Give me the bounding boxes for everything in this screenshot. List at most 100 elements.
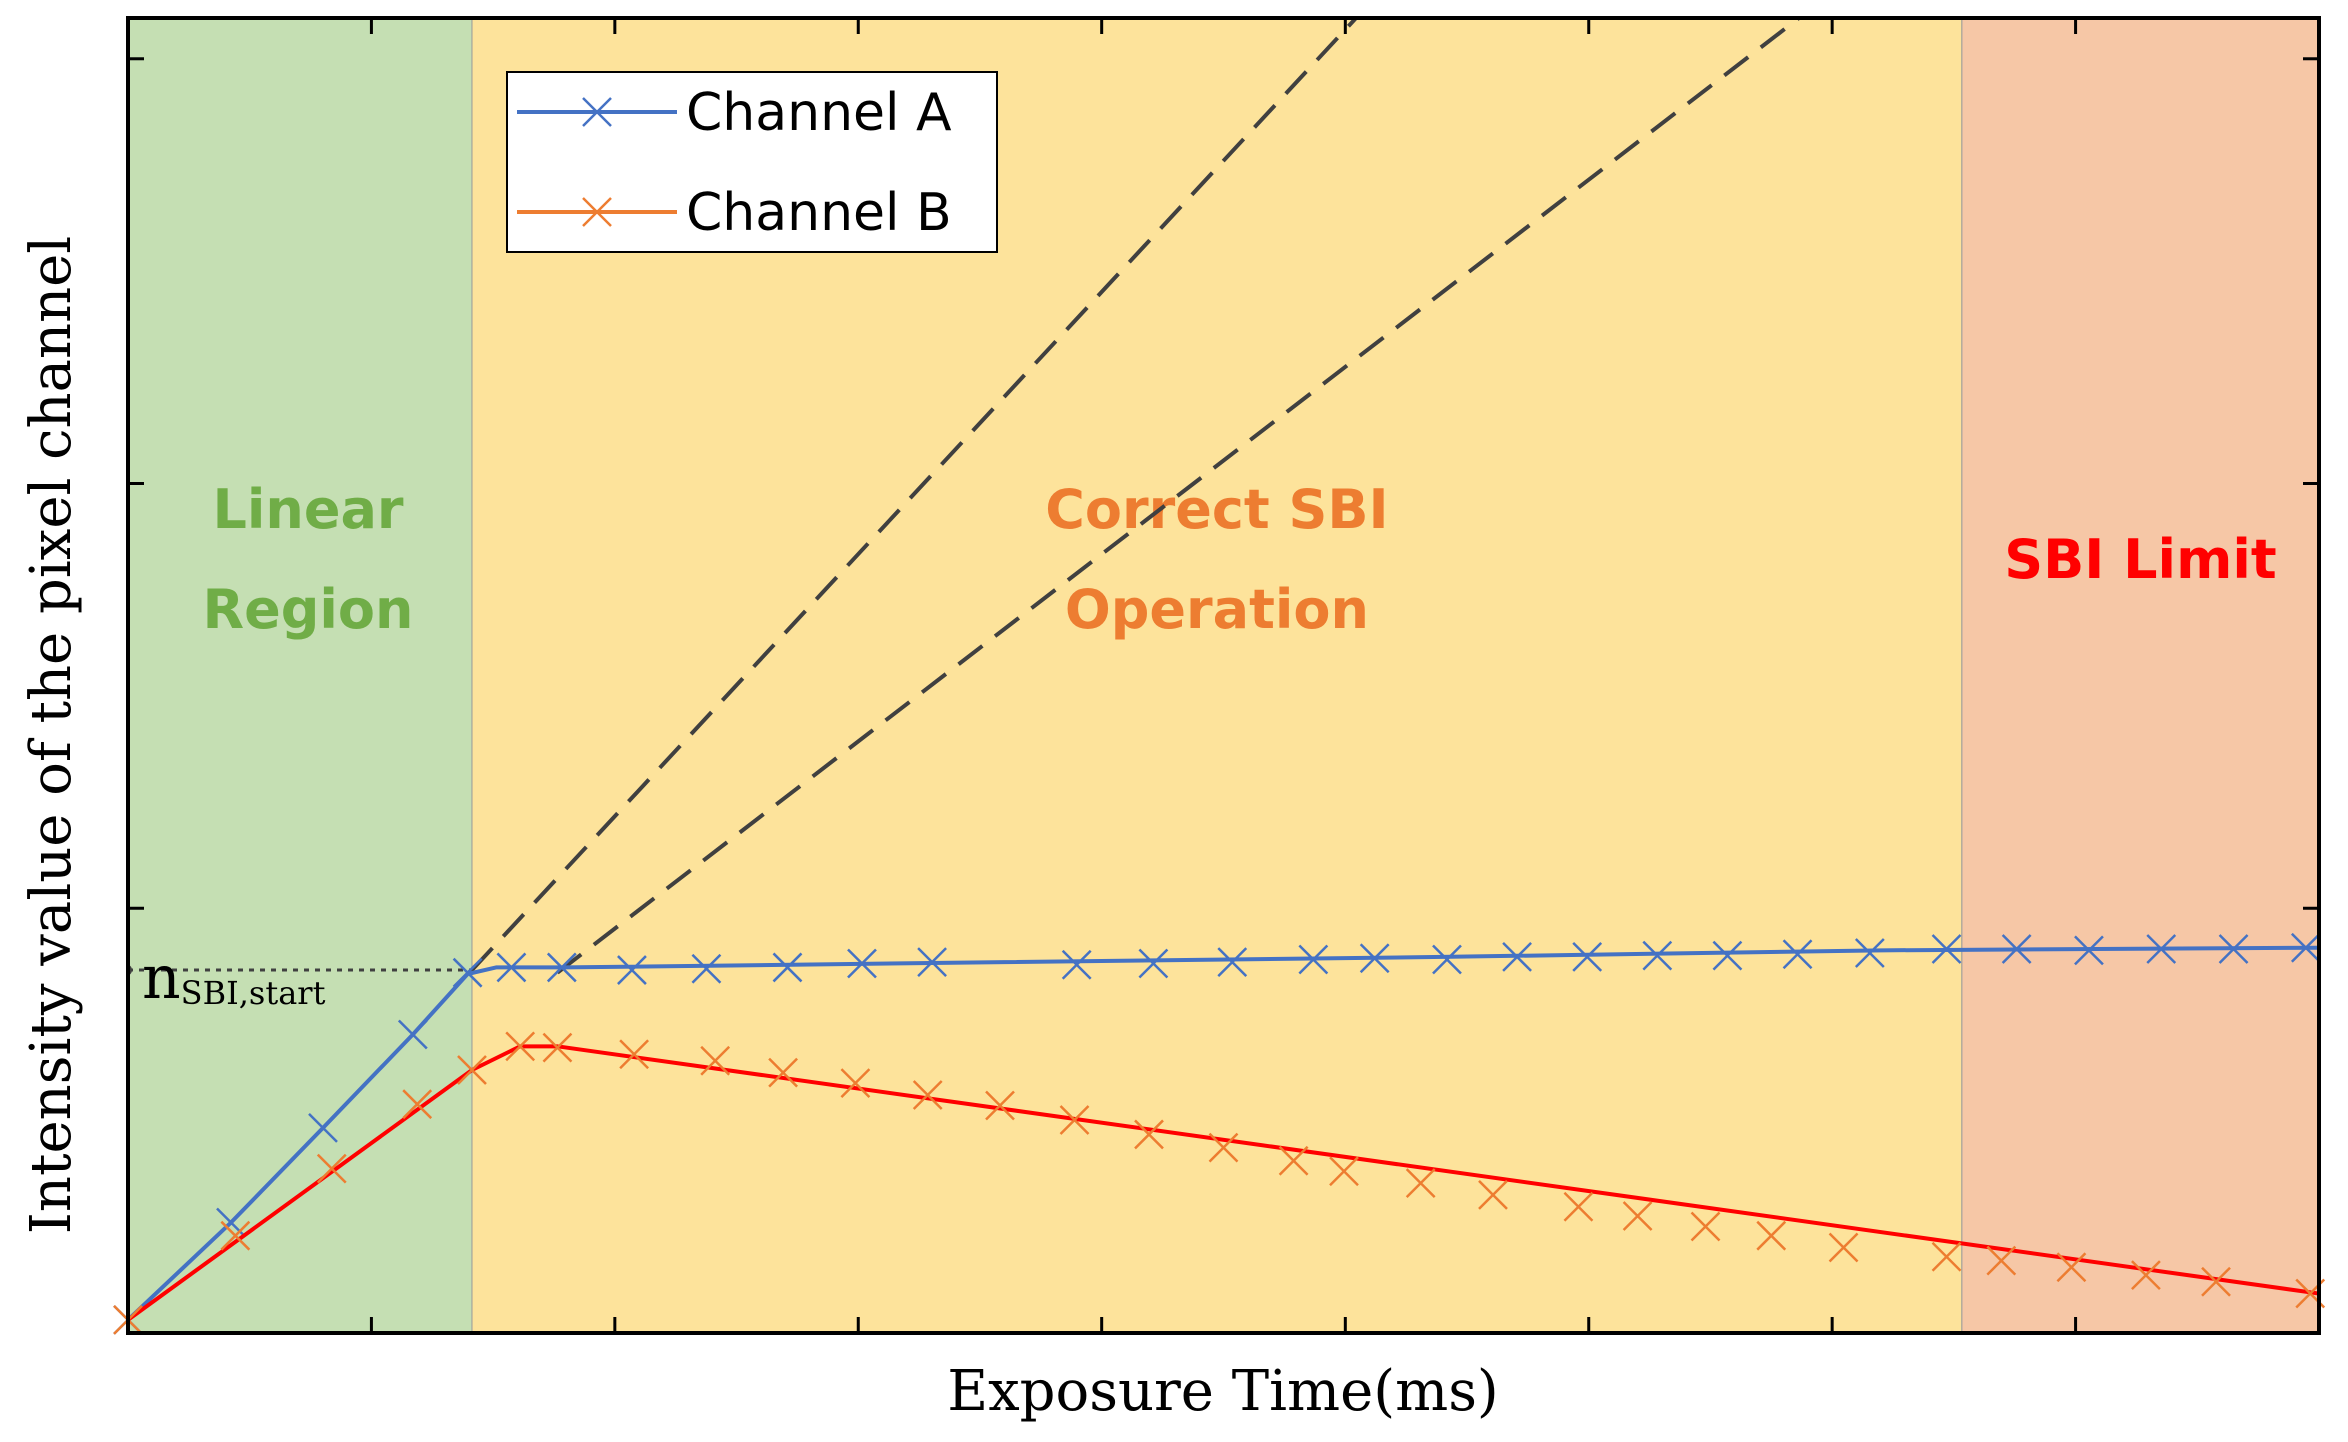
region-label-sbi-limit-0: SBI Limit bbox=[2004, 528, 2276, 591]
data-point-channel-a-12 bbox=[1061, 949, 1092, 980]
region-label-linear-0: Linear bbox=[212, 478, 403, 541]
marker-stroke bbox=[1931, 1241, 1962, 1272]
data-point-channel-a-2 bbox=[308, 1112, 338, 1143]
data-point-channel-b-1 bbox=[220, 1220, 251, 1251]
annotation-subscript: SBI,start bbox=[181, 974, 326, 1012]
marker-stroke bbox=[1712, 940, 1743, 971]
marker-stroke bbox=[1478, 1180, 1508, 1210]
marker-stroke bbox=[1642, 940, 1673, 971]
marker-stroke bbox=[768, 1057, 798, 1088]
marker-stroke bbox=[1298, 944, 1329, 975]
data-point-channel-a-3 bbox=[397, 1019, 428, 1050]
marker-stroke bbox=[2201, 1266, 2231, 1297]
legend-swatch-marker bbox=[582, 97, 612, 127]
marker-stroke bbox=[2074, 935, 2104, 966]
marker-stroke bbox=[912, 1080, 943, 1110]
data-point-channel-b-25 bbox=[1931, 1241, 1962, 1272]
marker-stroke bbox=[1329, 1156, 1359, 1187]
data-point-channel-a-5 bbox=[496, 952, 527, 983]
data-point-channel-a-28 bbox=[2218, 934, 2249, 964]
marker-stroke bbox=[1208, 1132, 1239, 1163]
data-point-channel-a-19 bbox=[1572, 942, 1603, 972]
legend-label-channel-a: Channel A bbox=[686, 83, 952, 143]
marker-stroke bbox=[452, 957, 483, 988]
data-point-channel-a-18 bbox=[1502, 942, 1532, 972]
marker-stroke bbox=[772, 952, 803, 983]
data-point-channel-a-16 bbox=[1359, 943, 1390, 974]
data-point-channel-b-14 bbox=[1134, 1119, 1164, 1150]
marker-stroke bbox=[397, 1019, 428, 1050]
marker-stroke bbox=[505, 1031, 536, 1062]
marker-stroke bbox=[546, 952, 577, 983]
data-point-channel-b-16 bbox=[1278, 1145, 1309, 1176]
marker-stroke bbox=[2218, 934, 2249, 964]
legend: Channel A Channel B bbox=[506, 71, 998, 253]
legend-label-channel-b: Channel B bbox=[686, 183, 952, 243]
marker-stroke bbox=[2131, 1260, 2161, 1291]
marker-stroke bbox=[617, 955, 647, 985]
marker-stroke bbox=[220, 1220, 251, 1251]
marker-stroke bbox=[1782, 939, 1813, 970]
data-point-channel-b-24 bbox=[1828, 1232, 1859, 1263]
data-point-channel-a-13 bbox=[1138, 948, 1169, 979]
marker-stroke bbox=[1854, 938, 1885, 968]
marker-stroke bbox=[691, 953, 722, 984]
y-axis-label: Intensity value of the pixel channel bbox=[19, 236, 84, 1234]
marker-stroke bbox=[1061, 949, 1092, 980]
marker-stroke bbox=[917, 947, 947, 978]
marker-stroke bbox=[1059, 1105, 1090, 1135]
marker-stroke bbox=[216, 1207, 246, 1238]
legend-item-channel-a: Channel A bbox=[517, 83, 952, 143]
data-point-channel-b-3 bbox=[402, 1089, 433, 1120]
data-point-channel-b-2 bbox=[316, 1153, 347, 1184]
data-point-channel-a-17 bbox=[1432, 944, 1462, 975]
legend-swatch-marker bbox=[582, 197, 612, 227]
data-point-channel-a-6 bbox=[546, 952, 577, 983]
data-point-channel-b-5 bbox=[505, 1031, 536, 1062]
marker-stroke bbox=[1828, 1232, 1859, 1263]
data-point-channel-b-26 bbox=[1986, 1245, 2017, 1276]
marker-stroke bbox=[1622, 1201, 1653, 1231]
data-point-channel-a-4 bbox=[452, 957, 483, 988]
annotation-main: n bbox=[142, 943, 181, 1013]
marker-stroke bbox=[1563, 1191, 1594, 1222]
region-linear bbox=[127, 17, 473, 1334]
marker-stroke bbox=[457, 1055, 487, 1085]
data-point-channel-a-26 bbox=[2074, 935, 2104, 966]
marker-stroke bbox=[840, 1068, 871, 1099]
marker-stroke bbox=[2056, 1252, 2087, 1283]
marker-stroke bbox=[985, 1090, 1015, 1121]
legend-item-channel-b: Channel B bbox=[517, 183, 952, 243]
data-point-channel-b-9 bbox=[768, 1057, 798, 1088]
data-point-channel-b-19 bbox=[1478, 1180, 1508, 1210]
data-point-channel-b-7 bbox=[619, 1039, 650, 1070]
data-point-channel-a-9 bbox=[772, 952, 803, 983]
marker-stroke bbox=[542, 1032, 573, 1063]
marker-stroke bbox=[700, 1045, 731, 1076]
marker-stroke bbox=[1138, 948, 1169, 979]
region-label-correct-sbi-0: Correct SBI bbox=[1045, 478, 1388, 541]
data-point-channel-a-21 bbox=[1712, 940, 1743, 971]
region-label-linear-1: Region bbox=[203, 578, 414, 641]
data-point-channel-a-14 bbox=[1217, 947, 1248, 978]
marker-stroke bbox=[1359, 943, 1390, 974]
data-point-channel-b-21 bbox=[1622, 1201, 1653, 1231]
data-point-channel-a-11 bbox=[917, 947, 947, 978]
marker-stroke bbox=[2146, 934, 2177, 964]
marker-stroke bbox=[1217, 947, 1248, 978]
marker-stroke bbox=[2290, 932, 2321, 963]
data-point-channel-a-27 bbox=[2146, 934, 2177, 964]
data-point-channel-b-17 bbox=[1329, 1156, 1359, 1187]
data-point-channel-b-13 bbox=[1059, 1105, 1090, 1135]
data-point-channel-b-6 bbox=[542, 1032, 573, 1063]
data-point-channel-b-4 bbox=[457, 1055, 487, 1085]
marker-stroke bbox=[308, 1112, 338, 1143]
data-point-channel-a-24 bbox=[1931, 934, 1962, 964]
data-point-channel-b-28 bbox=[2131, 1260, 2161, 1291]
data-point-channel-a-15 bbox=[1298, 944, 1329, 975]
marker-stroke bbox=[1432, 944, 1462, 975]
marker-stroke bbox=[1134, 1119, 1164, 1150]
data-point-channel-b-11 bbox=[912, 1080, 943, 1110]
